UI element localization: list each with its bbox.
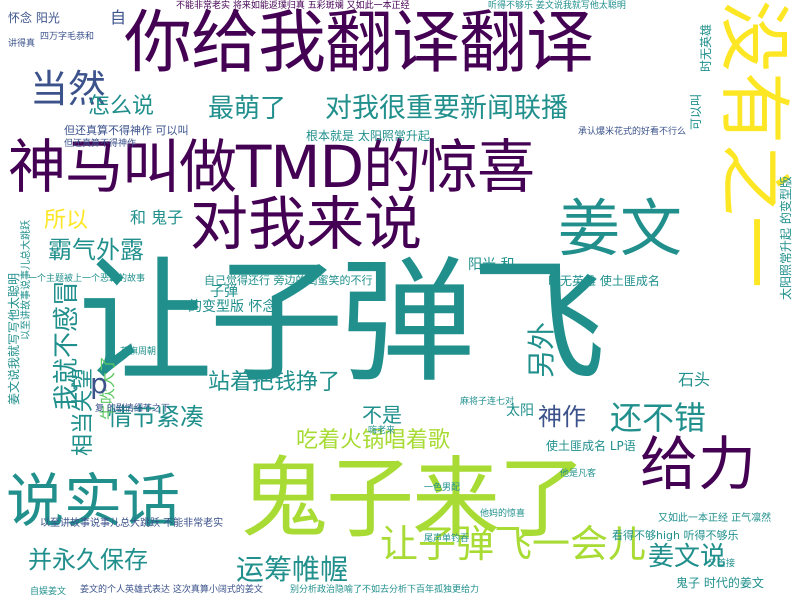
word-heguizi: 和 鬼子 <box>130 208 184 227</box>
word-zidan: 子弹 <box>210 284 238 300</box>
word-jiangwenshuo: 姜文说 <box>648 542 727 572</box>
phrase-ju: 复 的剧情细节之下 <box>95 404 170 414</box>
phrase-yigezhuti: 一个主题被上一个恶霸的故事 <box>28 274 146 284</box>
word-baqiwailu: 霸气外露 <box>48 236 144 264</box>
phrase-tamade: 他妈的惊喜 <box>480 509 526 519</box>
phrase-jiangdezhen: 讲得真 <box>8 39 36 49</box>
word-huainianyangguang: 怀念 阳光 <box>8 11 60 25</box>
word-taiyang: 太阳 <box>506 403 534 419</box>
word-qingjiejincou: 情节紧凑 <box>108 403 204 431</box>
phrase-zijijuede: 自己觉得还行 旁边的闺蜜笑的不行 <box>204 274 373 287</box>
word-zhanzhebaqian: 站着把钱挣了 <box>208 370 341 395</box>
word-haibucuo: 还不错 <box>610 399 707 437</box>
phrase-majiang: 麻将子连七对 <box>460 397 515 407</box>
phrase-danhai-2: 但还真算不得神作 <box>64 139 137 149</box>
phrase-genben: 根本就是 太阳照常升起 <box>306 129 430 143</box>
word-suoyi: 所以 <box>44 208 89 233</box>
phrase-shiwuyingxiong: 时无英雄 使土匪成名 <box>548 274 660 288</box>
word-duiwolaishuo: 对我来说 <box>190 190 423 258</box>
word-yangguanghe: 阳光 和 <box>468 257 515 273</box>
phrase-top-right: 听得不够乐 姜文说我就写他太聪明 <box>488 1 626 11</box>
word-bingyongjiubaocun: 并永久保存 <box>28 546 148 574</box>
phrase-danhaizhen: 但还真算不得神作 可以叫 <box>64 124 189 137</box>
word-chizhehuoguo: 吃着火锅唱着歌 <box>296 428 451 453</box>
word-jiangwenshuo-side: 姜文说我就写写他太聪明 <box>7 272 21 405</box>
word-jiangwen: 姜文 <box>558 192 683 265</box>
phrase-geren: 姜文的个人英雄式表达 这次真算小阔式的姜文 <box>80 585 263 595</box>
word-zuimengle: 最萌了 <box>208 94 287 124</box>
word-dangran: 当然 <box>30 67 107 111</box>
phrase-fanke: 他是凡客 <box>560 469 597 479</box>
phrase-youshou: 又首接 <box>708 559 736 569</box>
phrase-shitufei: 使土匪成名 LP语 <box>546 439 636 453</box>
phrase-biefenxi: 别分析政治隐喻了不如去分析下百年孤独更给力 <box>290 585 480 595</box>
word-debianxingban: 的变型版 怀念 <box>188 299 277 315</box>
word-keyijiao: 可以叫 <box>689 93 703 130</box>
word-duiwohenzhongyao: 对我很重要新闻联播 <box>325 93 568 124</box>
word-taiyangzhaochang-side: 太阳照常升起 的变型版 <box>779 176 793 300</box>
word-zi: 自 <box>110 8 127 27</box>
word-bushi: 不是 <box>362 403 402 427</box>
phrase-guizishidai: 鬼子 时代的姜文 <box>676 576 764 590</box>
phrase-chengren: 承认爆米花式的好看不行么 <box>578 127 687 137</box>
word-geili: 给力 <box>640 430 757 498</box>
phrase-kandebugou: 看得不够high 听得不够乐 <box>612 529 739 542</box>
word-shiwuyingxiong: 时无英雄 <box>699 23 713 72</box>
word-p: p <box>90 367 108 400</box>
word-shenmajiaozuo: 神马叫做TMD的惊喜 <box>8 133 535 201</box>
phrase-ziyu: 自娱姜文 <box>30 587 67 597</box>
word-lingwai: 另外 <box>525 321 558 378</box>
phrase-hailao: 嗨老来 <box>368 426 396 436</box>
word-shenzuo: 神作 <box>538 403 586 431</box>
word-shuoshihua: 说实话 <box>6 467 181 535</box>
word-shitou: 石头 <box>678 370 711 389</box>
word-rangzidanfeiyihuier: 让子弹飞一会儿 <box>380 522 647 566</box>
phrase-yizhijianggushi: 以至讲故事说事儿总大跳跃 不能非常老实 <box>40 518 224 529</box>
word-nigeiwofanyi: 你给我翻译翻译 <box>124 4 594 83</box>
word-guizilaile: 鬼子来了 <box>240 447 586 550</box>
phrase-huaqi: 花旗周朝 <box>120 347 157 357</box>
phrase-top-line: 不能非常老实 将来如能返璞归真 五彩斑斓 又如此一本正经 <box>176 1 410 11</box>
word-yunchouweiwo: 运筹帷幄 <box>236 553 349 586</box>
phrase-yise: 一色男配 <box>424 483 461 493</box>
phrase-siwanzi: 四万字毛恭和 <box>40 32 95 42</box>
word-zenmeshuo: 怎么说 <box>88 94 155 119</box>
phrase-youruci: 又如此一本正经 正气凛然 <box>658 513 772 524</box>
phrase-weisheng: 尾声单钓吞 <box>424 534 470 544</box>
word-rangzidanfei: 让子弹飞 <box>78 244 606 401</box>
